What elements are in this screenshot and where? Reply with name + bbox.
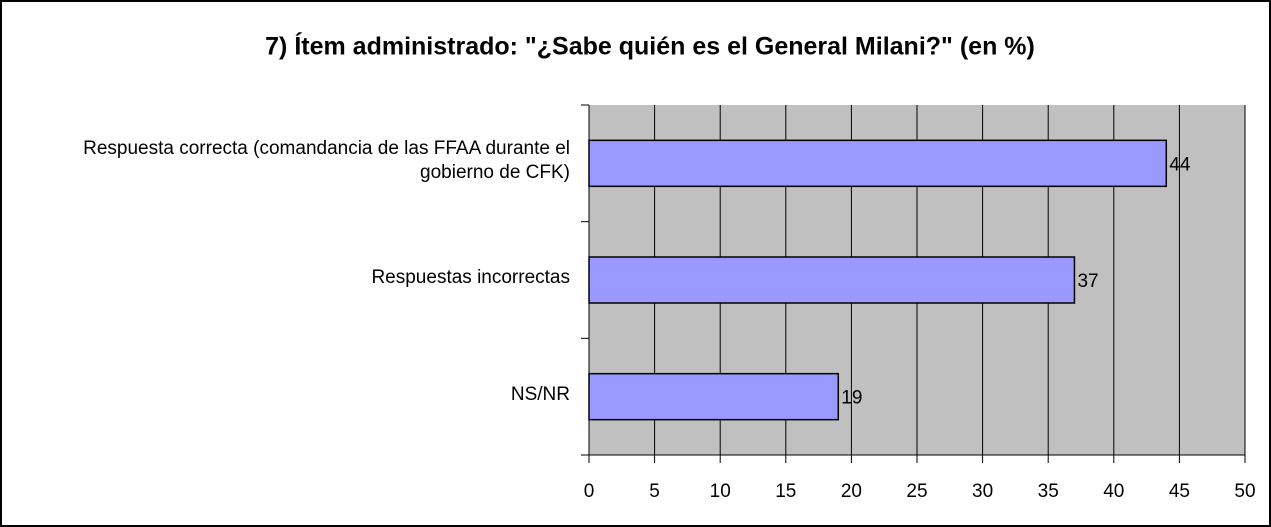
bar	[588, 372, 840, 421]
x-tick-label: 10	[710, 481, 731, 502]
x-tick-label: 20	[841, 481, 862, 502]
y-tick-label: Respuesta correcta (comandancia de las F…	[83, 138, 570, 184]
x-tick-label: 45	[1169, 481, 1190, 502]
x-tick-label: 50	[1234, 481, 1255, 502]
x-tick-label: 0	[584, 481, 595, 502]
data-label: 44	[1169, 154, 1191, 175]
bar	[588, 256, 1076, 304]
x-tick-label: 5	[649, 481, 660, 502]
y-tick-label: NS/NR	[510, 383, 570, 405]
x-tick-label: 15	[775, 481, 796, 502]
x-tick-label: 40	[1103, 481, 1124, 502]
y-tick-label: Respuestas incorrectas	[371, 267, 570, 288]
x-tick-label: 25	[906, 481, 927, 502]
chart-title: 7) Ítem administrado: "¿Sabe quién es el…	[265, 32, 1035, 61]
data-label: 37	[1077, 271, 1098, 292]
data-label: 19	[841, 388, 862, 409]
bar	[588, 139, 1168, 188]
x-tick-label: 35	[1038, 481, 1059, 502]
x-tick-label: 30	[972, 481, 993, 502]
